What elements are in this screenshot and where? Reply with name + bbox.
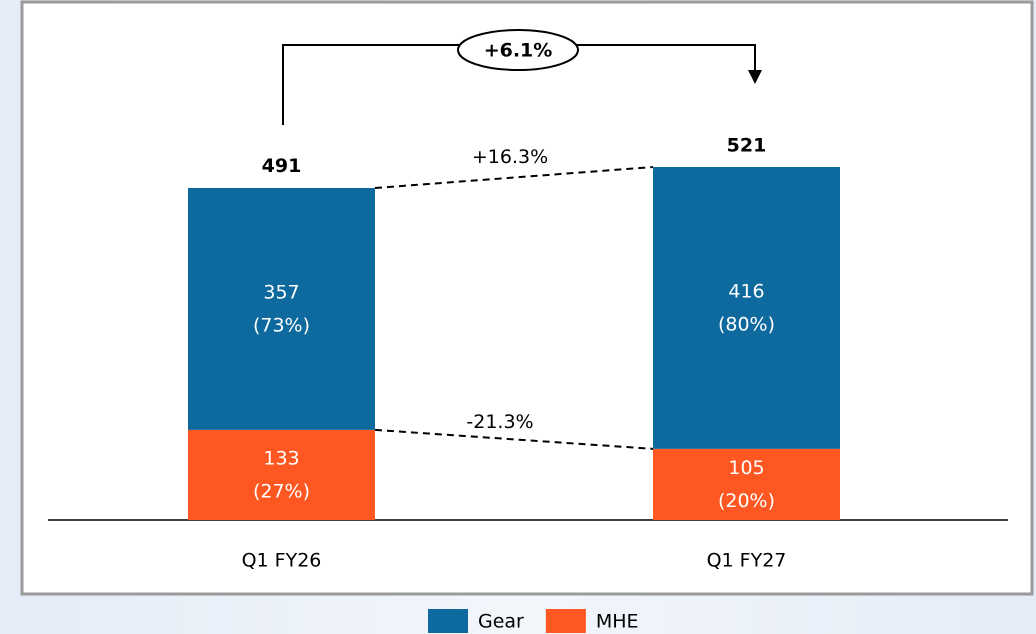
segment-share: (80%) [718,313,775,335]
bar-segment [188,429,375,520]
x-tick-label: Q1 FY26 [242,550,322,572]
legend-swatch [545,609,586,633]
segment-value: 105 [728,457,764,479]
bar-segment [188,188,375,430]
growth-oval [457,29,579,71]
annotation: +6.1% [484,40,553,62]
bar-segment [653,167,840,449]
segment-share: (73%) [253,314,310,336]
legend-label: MHE [596,611,639,633]
annotation: +16.3% [472,146,548,168]
connector [374,428,654,450]
segment-value: 357 [263,281,299,303]
legend-label: Gear [478,611,524,633]
x-tick-label: Q1 FY27 [707,550,787,572]
segment-value: 416 [728,280,764,302]
segment-share: (20%) [718,490,775,512]
segment-value: 133 [263,447,299,469]
total-label: 521 [727,135,767,157]
arrow-head [748,70,762,84]
segment-share: (27%) [253,480,310,502]
legend-swatch [428,609,468,633]
panel [20,0,1034,596]
annotation: -21.3% [466,411,533,433]
connector [374,166,654,190]
bar-segment [653,448,840,520]
total-label: 491 [262,155,302,177]
